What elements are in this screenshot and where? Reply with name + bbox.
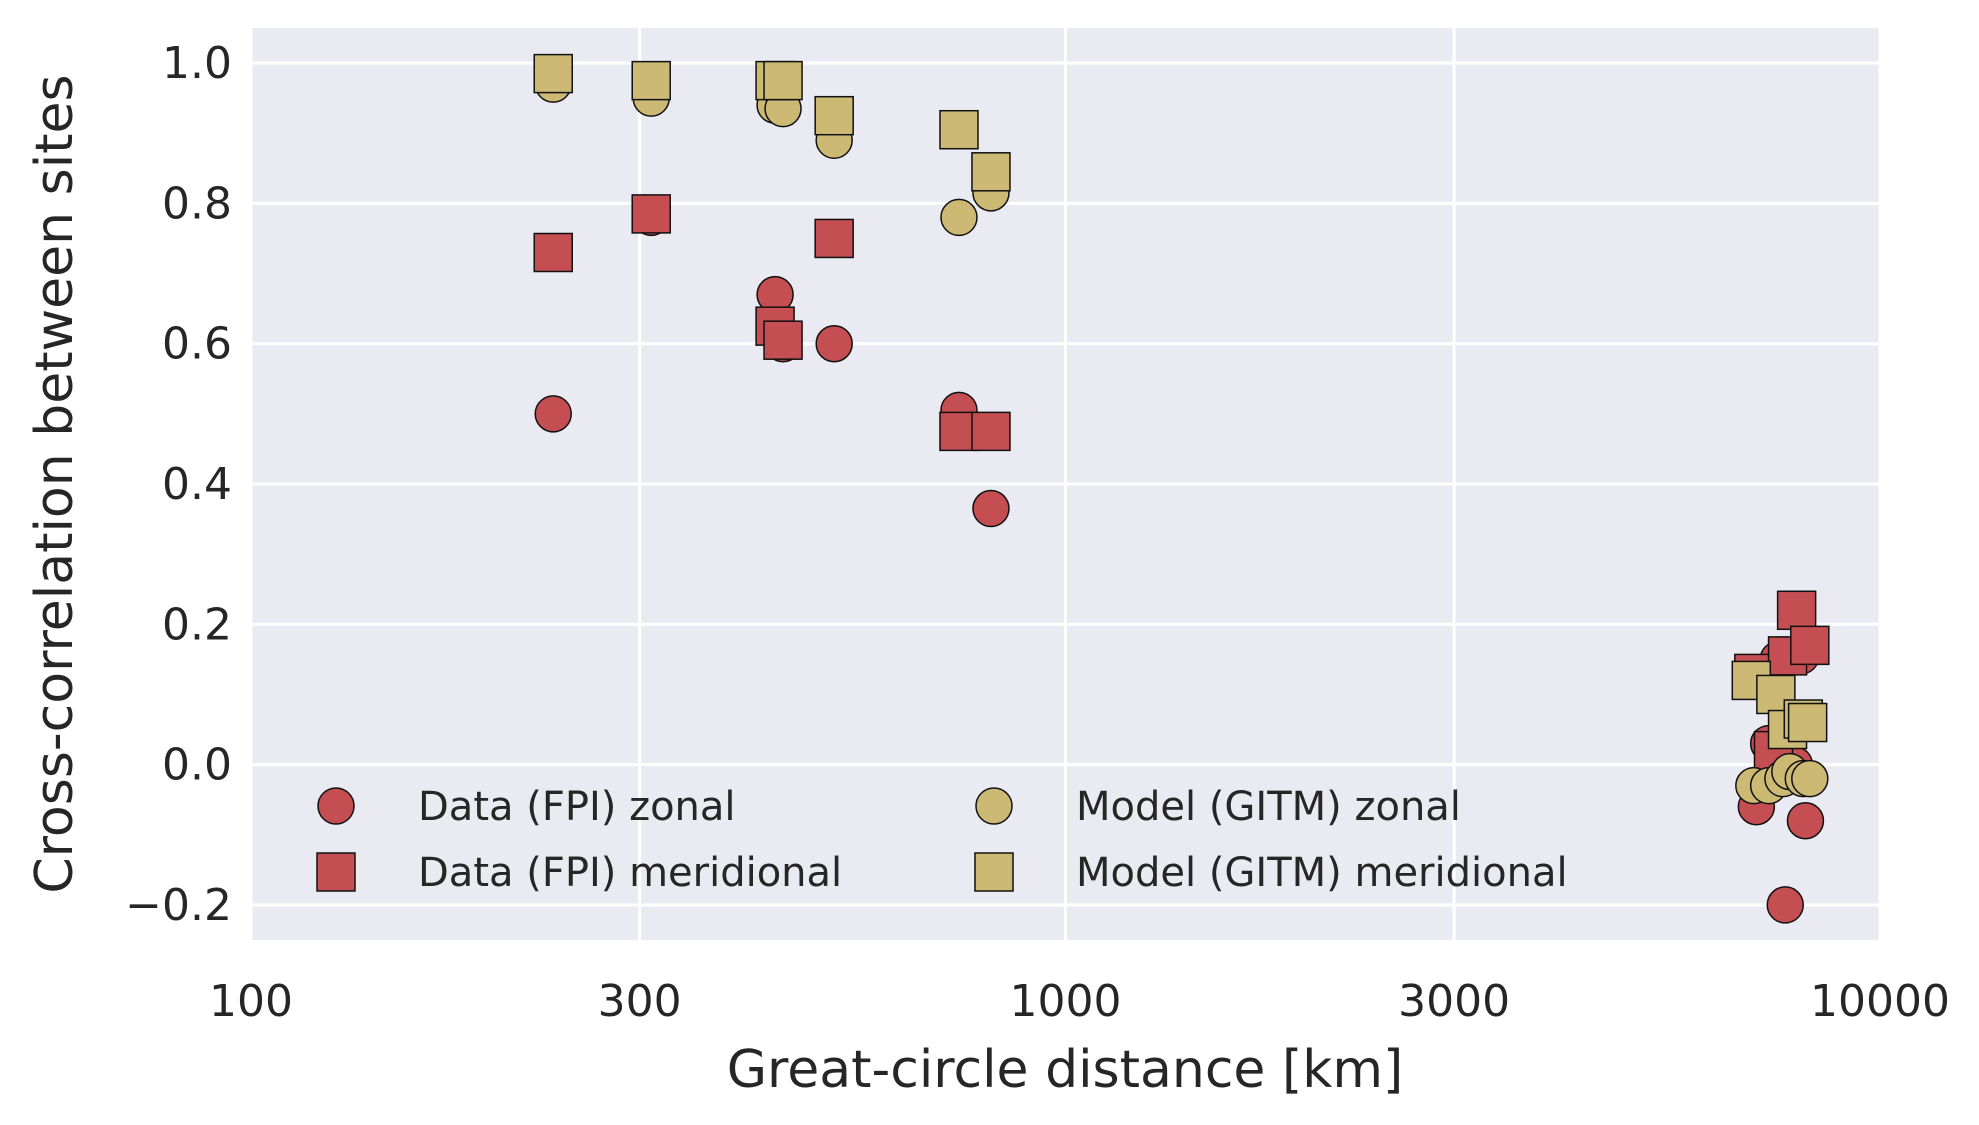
- data-points: [533, 53, 1830, 924]
- y-tick-label: 0.4: [162, 459, 232, 510]
- legend-item: Data (FPI) zonal: [317, 784, 736, 830]
- data-point: [814, 218, 854, 259]
- x-axis-label: Great-circle distance [km]: [727, 1040, 1404, 1100]
- data-point: [1786, 801, 1825, 840]
- legend: Data (FPI) zonal Data (FPI) meridional Mod…: [316, 784, 1568, 896]
- legend-marker: [974, 852, 1014, 892]
- data-point: [1776, 590, 1817, 631]
- legend-label: Model (GITM) meridional: [1076, 850, 1568, 896]
- x-tick-labels: 100 300 1000 3000 10000: [209, 976, 1950, 1027]
- legend-item: Data (FPI) meridional: [316, 850, 842, 896]
- data-point: [971, 411, 1011, 452]
- data-point: [533, 53, 573, 94]
- y-tick-labels: −0.2 0.0 0.2 0.4 0.6 0.8 1.0: [125, 38, 232, 931]
- legend-item: Model (GITM) zonal: [975, 784, 1461, 830]
- data-point: [939, 109, 979, 150]
- data-point: [534, 395, 572, 433]
- y-tick-label: 0.0: [162, 740, 232, 791]
- x-tick-label: 10000: [1810, 976, 1950, 1027]
- data-point: [631, 194, 671, 234]
- x-tick-label: 3000: [1398, 976, 1510, 1027]
- data-point: [1787, 702, 1828, 743]
- legend-label: Model (GITM) zonal: [1076, 784, 1461, 830]
- data-point: [940, 198, 978, 237]
- legend-item: Model (GITM) meridional: [974, 850, 1568, 896]
- data-point: [763, 60, 803, 101]
- legend-marker: [316, 852, 356, 892]
- data-point: [971, 152, 1011, 192]
- x-tick-label: 100: [209, 976, 293, 1027]
- data-point: [1791, 759, 1829, 798]
- data-point: [814, 95, 854, 136]
- data-point: [631, 60, 671, 101]
- legend-marker: [975, 787, 1013, 825]
- y-gridlines: [251, 61, 1880, 907]
- y-tick-label: 0.8: [162, 178, 232, 229]
- data-point: [972, 489, 1010, 528]
- data-point: [1766, 886, 1804, 924]
- y-tick-label: 0.2: [162, 599, 232, 650]
- legend-marker: [317, 787, 355, 825]
- data-point: [533, 232, 573, 273]
- legend-label: Data (FPI) meridional: [418, 850, 842, 896]
- data-point: [1790, 625, 1830, 666]
- data-point: [763, 320, 803, 360]
- data-point: [815, 324, 853, 363]
- y-tick-label: 0.6: [162, 319, 232, 370]
- y-axis-label: Cross-correlation between sites: [25, 74, 85, 893]
- x-tick-label: 300: [598, 976, 682, 1027]
- y-tick-label: −0.2: [125, 880, 232, 931]
- series-group: [533, 53, 1828, 750]
- y-tick-label: 1.0: [162, 38, 232, 89]
- x-tick-label: 1000: [1010, 976, 1122, 1027]
- legend-label: Data (FPI) zonal: [418, 784, 736, 830]
